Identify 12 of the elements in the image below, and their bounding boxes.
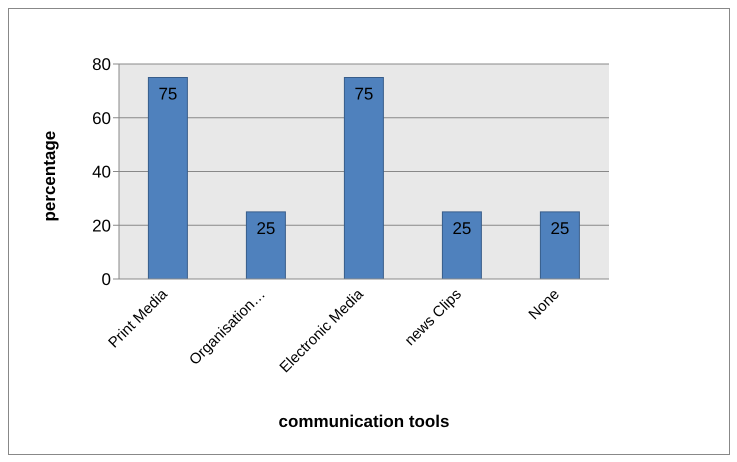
x-axis-title: communication tools bbox=[278, 412, 450, 431]
y-tick-label: 60 bbox=[92, 108, 111, 128]
data-label: 25 bbox=[256, 218, 276, 238]
y-tick-label: 0 bbox=[102, 270, 111, 290]
y-tick-label: 80 bbox=[92, 55, 111, 74]
y-tick-label: 40 bbox=[92, 162, 111, 182]
y-tick-label: 20 bbox=[92, 216, 111, 236]
data-label: 75 bbox=[354, 84, 374, 104]
data-label: 75 bbox=[158, 84, 178, 104]
y-axis-title: percentage bbox=[40, 130, 60, 222]
data-label: 25 bbox=[550, 218, 570, 238]
data-label: 25 bbox=[452, 218, 472, 238]
